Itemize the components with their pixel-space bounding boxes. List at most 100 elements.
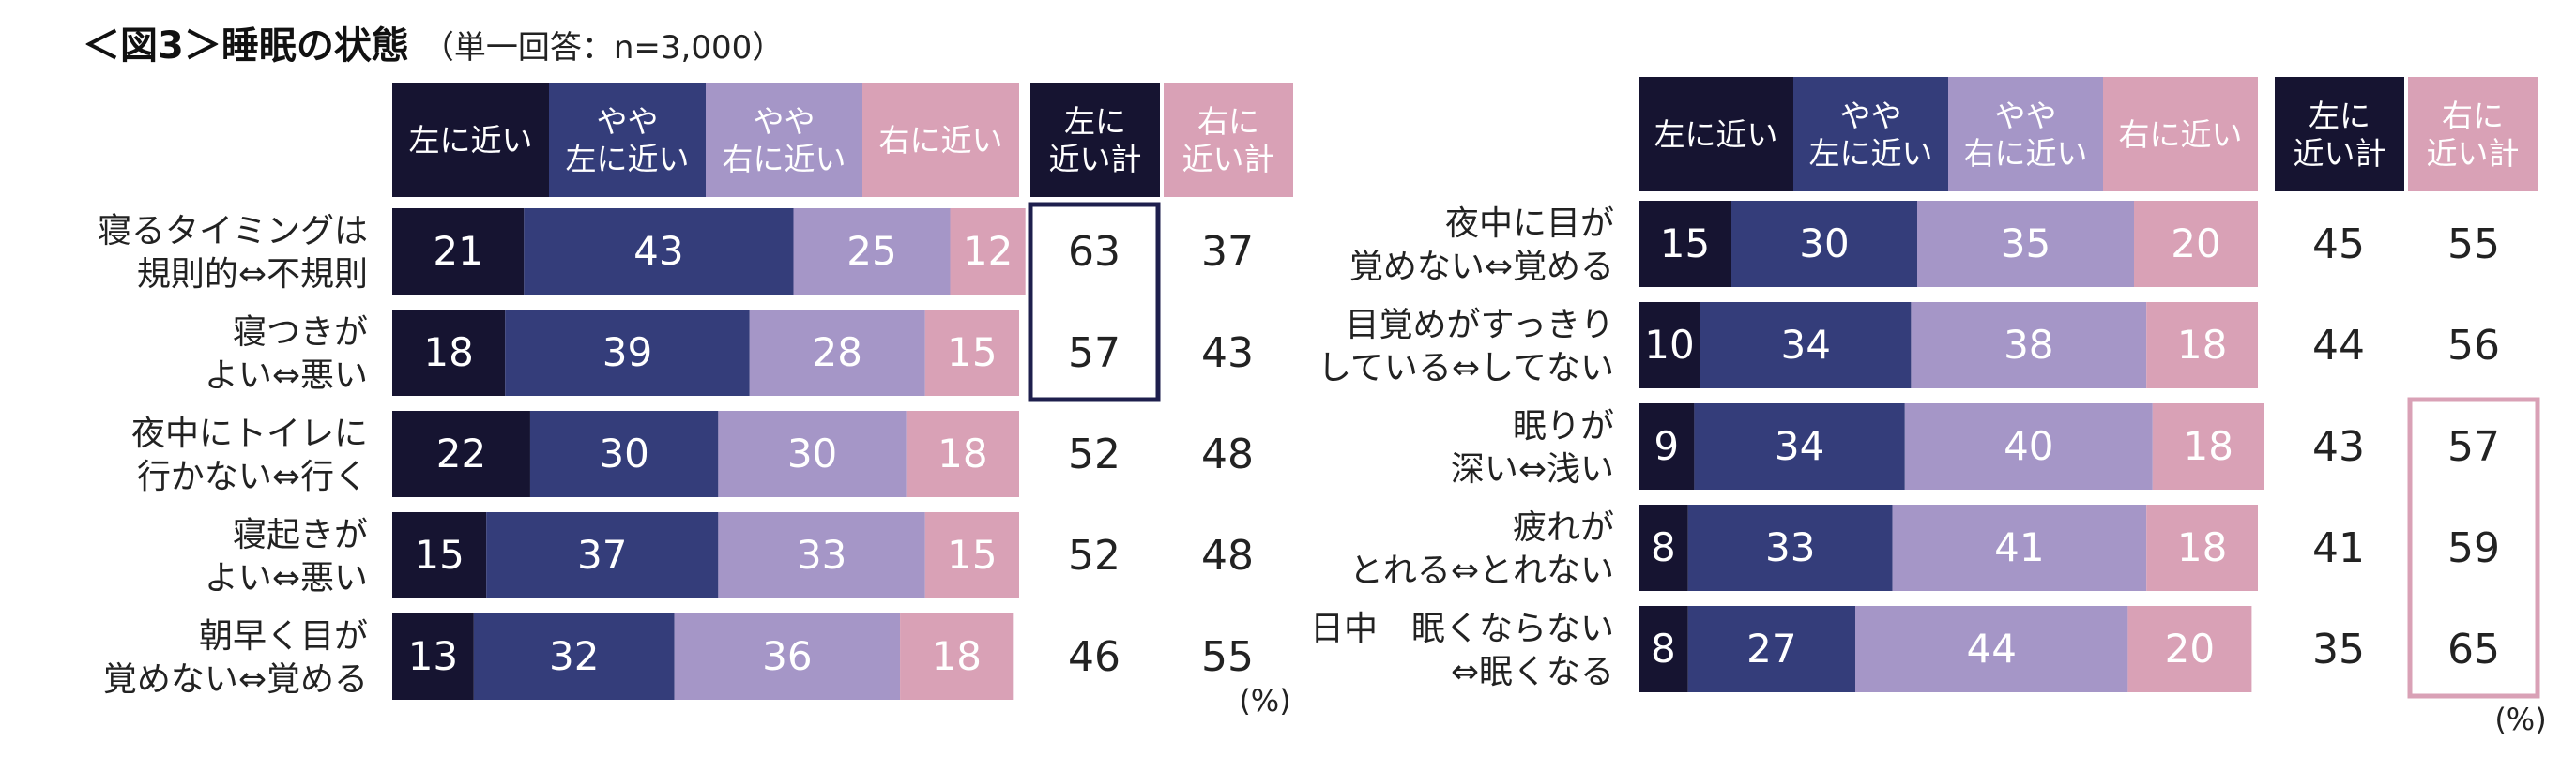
unit-label: (%)	[1239, 683, 1290, 719]
legend-swatch-1	[1639, 77, 1793, 191]
bar-value-label: 32	[549, 633, 599, 679]
bar-segment	[1904, 403, 2153, 490]
chart-subtitle: （単一回答：n=3,000）	[421, 29, 785, 67]
left-total-value: 35	[2312, 626, 2365, 674]
chart-title-block: ＜図3＞睡眠の状態 （単一回答：n=3,000）	[83, 15, 784, 69]
bar-value-label: 13	[408, 633, 458, 679]
category-label: 日中 眠くならない⇔眠くなる	[1310, 610, 1614, 691]
bar-segment	[950, 208, 1026, 295]
bar-segment	[1639, 403, 1695, 490]
right-total-value: 37	[1201, 228, 1254, 276]
bar-segment	[524, 208, 794, 295]
bar-value-label: 18	[937, 431, 987, 477]
bar-value-label: 34	[1780, 322, 1830, 368]
bar-segment	[1639, 302, 1700, 388]
highlight-frame	[2407, 397, 2540, 699]
bar-value-label: 18	[2177, 322, 2227, 368]
bar-segment	[486, 512, 719, 598]
bar-segment	[505, 310, 750, 396]
right-total-header	[1164, 83, 1293, 197]
bar-segment	[718, 411, 907, 497]
category-label: 夜中に目が覚めない⇔覚める	[1349, 204, 1614, 286]
bar-segment	[1911, 302, 2147, 388]
bar-value-label: 30	[1799, 220, 1849, 266]
bar-value-label: 33	[797, 532, 846, 578]
bar-segment	[392, 310, 506, 396]
bar-value-label: 10	[1644, 322, 1694, 368]
legend-swatch-4	[2103, 77, 2258, 191]
bar-segment	[924, 512, 1019, 598]
bar-segment	[529, 411, 719, 497]
right-total-value: 65	[2447, 626, 2500, 674]
bar-value-label: 18	[423, 329, 473, 375]
right-total-value: 43	[1201, 329, 1254, 377]
left-total-value: 44	[2312, 322, 2365, 370]
bar-segment	[473, 613, 675, 700]
right-total-value: 59	[2447, 524, 2500, 572]
left-total-header-label: 左に近い計	[1049, 103, 1142, 177]
bar-segment	[1687, 606, 1855, 692]
bar-value-label: 9	[1654, 423, 1679, 469]
legend-swatch-2	[1793, 77, 1948, 191]
bar-value-label: 44	[1966, 626, 2016, 672]
chart-title: ＜図3＞睡眠の状態	[83, 24, 409, 68]
bar-value-label: 27	[1746, 626, 1796, 672]
left-total-value: 41	[2312, 524, 2365, 572]
left-total-value: 57	[1068, 329, 1120, 377]
right-total-value: 55	[2447, 220, 2500, 268]
right-total-header-label: 右に近い計	[2427, 98, 2520, 172]
bar-segment	[2146, 505, 2258, 591]
category-label: 眠りが深い⇔浅い	[1451, 407, 1614, 489]
right-total-value: 57	[2447, 423, 2500, 471]
bar-segment	[906, 411, 1019, 497]
bar-segment	[1892, 505, 2147, 591]
bar-segment	[793, 208, 951, 295]
bar-value-label: 21	[433, 228, 482, 274]
bar-value-label: 20	[2171, 220, 2220, 266]
category-label: 寝起きがよい⇔悪い	[205, 516, 368, 598]
bar-segment	[1639, 201, 1731, 287]
bar-segment	[900, 613, 1014, 700]
bar-segment	[392, 512, 487, 598]
bar-value-label: 36	[762, 633, 812, 679]
bar-segment	[392, 208, 525, 295]
bar-segment	[674, 613, 901, 700]
left-total-value: 43	[2312, 423, 2365, 471]
bar-value-label: 22	[436, 431, 486, 477]
legend-swatch-2	[549, 83, 706, 197]
bar-value-label: 18	[2183, 423, 2233, 469]
bar-value-label: 28	[813, 329, 862, 375]
right-total-header	[2408, 77, 2538, 191]
bar-value-label: 33	[1765, 524, 1815, 570]
left-total-header-label: 左に近い計	[2294, 98, 2386, 172]
left-total-value: 52	[1068, 431, 1120, 478]
bar-value-label: 18	[931, 633, 981, 679]
left-total-value: 52	[1068, 532, 1120, 580]
bar-value-label: 8	[1651, 524, 1676, 570]
category-label: 夜中にトイレに行かない⇔行く	[131, 415, 368, 496]
bar-segment	[1639, 606, 1688, 692]
bar-segment	[392, 411, 530, 497]
legend-label-4: 右に近い	[879, 122, 1003, 159]
bar-value-label: 8	[1651, 626, 1676, 672]
bar-segment	[749, 310, 925, 396]
bar-value-label: 12	[963, 228, 1013, 274]
legend-label-1: 左に近い	[1654, 116, 1778, 153]
bar-value-label: 41	[1994, 524, 2044, 570]
bar-value-label: 34	[1775, 423, 1824, 469]
legend-label-2: やや左に近い	[566, 103, 690, 177]
legend-swatch-3	[1948, 77, 2103, 191]
left-total-value: 46	[1068, 633, 1120, 681]
left-total-header	[2275, 77, 2404, 191]
bar-segment	[2146, 302, 2258, 388]
bar-value-label: 38	[2004, 322, 2053, 368]
highlight-frame	[1028, 202, 1161, 402]
bar-value-label: 30	[787, 431, 837, 477]
right-total-value: 48	[1201, 532, 1254, 580]
bar-value-label: 43	[633, 228, 683, 274]
bar-segment	[1917, 201, 2134, 287]
category-label: 寝るタイミングは規則的⇔不規則	[98, 212, 368, 294]
bar-value-label: 15	[414, 532, 464, 578]
legend-swatch-3	[706, 83, 862, 197]
category-label: 寝つきがよい⇔悪い	[205, 313, 368, 395]
